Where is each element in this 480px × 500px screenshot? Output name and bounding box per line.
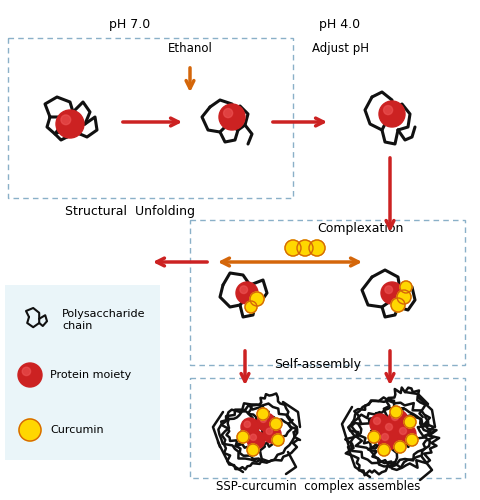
Circle shape [397,290,411,304]
Circle shape [241,418,259,436]
FancyBboxPatch shape [5,285,160,460]
Circle shape [257,413,275,431]
Circle shape [250,292,264,306]
Text: Structural  Unfolding: Structural Unfolding [65,205,195,218]
Circle shape [56,110,84,138]
Circle shape [370,414,390,434]
Circle shape [61,115,71,124]
Circle shape [406,434,418,446]
Circle shape [247,431,265,449]
Circle shape [266,428,273,434]
Circle shape [240,286,248,294]
Circle shape [368,431,380,443]
Circle shape [297,240,313,256]
Circle shape [244,421,251,428]
Circle shape [272,434,284,446]
Circle shape [309,240,325,256]
Circle shape [19,419,41,441]
Circle shape [285,240,301,256]
Text: Protein moiety: Protein moiety [50,370,131,380]
Circle shape [378,444,390,456]
Circle shape [22,367,31,376]
Circle shape [219,104,245,130]
Text: Complexation: Complexation [317,222,403,235]
Text: pH 7.0: pH 7.0 [109,18,151,31]
Circle shape [373,418,381,424]
Circle shape [245,301,257,313]
Circle shape [257,408,269,420]
Circle shape [381,282,403,304]
Circle shape [394,441,406,453]
Text: pH 4.0: pH 4.0 [319,18,360,31]
Circle shape [399,428,407,434]
Circle shape [247,444,259,456]
Circle shape [385,286,393,294]
Text: Polysaccharide
chain: Polysaccharide chain [62,309,145,331]
Circle shape [250,434,256,440]
Circle shape [263,425,281,443]
Circle shape [396,424,416,444]
Circle shape [385,424,393,430]
Circle shape [391,298,405,312]
Circle shape [392,414,398,420]
Circle shape [390,406,402,418]
Circle shape [237,431,249,443]
Circle shape [270,418,282,430]
Circle shape [404,416,416,428]
Text: Self-assembly: Self-assembly [275,358,361,371]
Circle shape [260,416,266,422]
Circle shape [18,363,42,387]
Text: Ethanol: Ethanol [168,42,213,55]
Text: Curcumin: Curcumin [50,425,104,435]
Circle shape [236,282,258,304]
Circle shape [382,420,402,440]
Text: Adjust pH: Adjust pH [312,42,369,55]
Circle shape [224,108,233,118]
Circle shape [382,434,388,440]
Circle shape [388,410,408,430]
Circle shape [384,106,393,114]
Circle shape [400,281,412,293]
Circle shape [378,430,398,450]
Circle shape [379,101,405,127]
Text: SSP-curcumin  complex assembles: SSP-curcumin complex assembles [216,480,420,493]
